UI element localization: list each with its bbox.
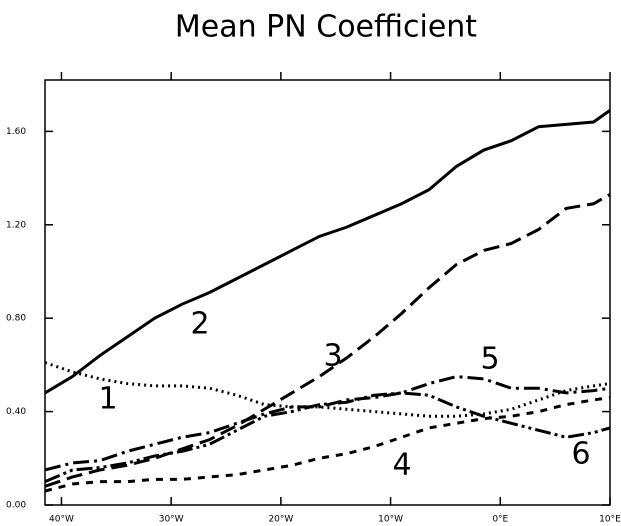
series-line bbox=[44, 109, 611, 395]
y-tick-label: 1.20 bbox=[6, 220, 26, 230]
y-tick-label: 0.40 bbox=[6, 407, 26, 417]
series-label: 4 bbox=[392, 448, 411, 483]
x-tick-label: 0°E bbox=[492, 515, 508, 525]
series-line bbox=[44, 361, 611, 418]
series-label: 3 bbox=[323, 339, 342, 374]
series-label: 5 bbox=[480, 342, 499, 377]
plot-frame bbox=[44, 79, 611, 506]
series-label: 6 bbox=[571, 437, 590, 472]
series-line bbox=[44, 193, 611, 488]
series-line bbox=[44, 396, 611, 493]
x-tick-label: 40°W bbox=[49, 515, 74, 525]
y-tick-label: 1.60 bbox=[6, 127, 26, 137]
chart-title: Mean PN Coefficient bbox=[175, 10, 477, 45]
x-tick-label: 30°W bbox=[159, 515, 184, 525]
series-label: 1 bbox=[98, 382, 117, 417]
series-line bbox=[44, 391, 611, 484]
y-tick-label: 0.00 bbox=[6, 501, 26, 511]
y-tick-label: 0.80 bbox=[6, 314, 26, 324]
x-tick-label: 10°E bbox=[599, 515, 621, 525]
x-tick-label: 20°W bbox=[268, 515, 293, 525]
series-label: 2 bbox=[190, 307, 209, 342]
x-tick-label: 10°W bbox=[378, 515, 403, 525]
